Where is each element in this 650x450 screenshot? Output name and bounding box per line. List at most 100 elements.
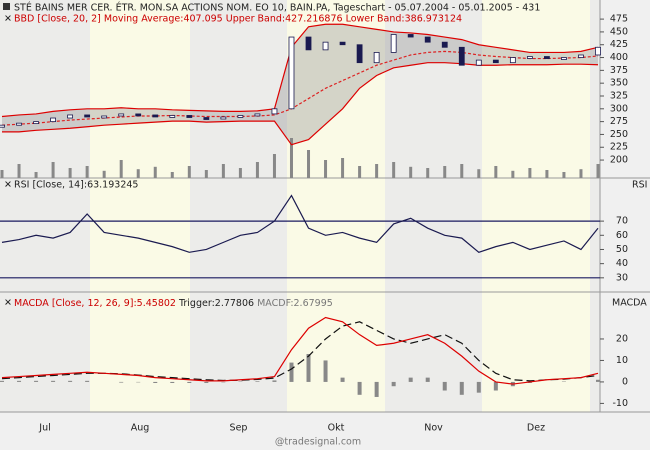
histogram-bar [323, 360, 328, 382]
histogram-bar [306, 354, 311, 382]
icon [3, 3, 10, 10]
candle [152, 114, 159, 118]
volume-bar [85, 166, 89, 178]
candle [458, 46, 465, 66]
x-tick-label: Okt [328, 423, 345, 434]
x-tick-label: Sep [230, 423, 248, 434]
volume-bar [255, 162, 259, 178]
y-tick-label: 200 [610, 155, 628, 166]
macd-line [1, 316, 599, 385]
volume-bar [409, 166, 413, 178]
candle [526, 56, 533, 59]
y-tick-label: 20 [616, 333, 628, 344]
candle [441, 41, 448, 48]
icon: ✕ [4, 298, 12, 309]
volume-bar [443, 166, 447, 178]
rsi-line [1, 194, 599, 253]
histogram-bar [476, 381, 481, 393]
candle [33, 121, 39, 125]
month-band [90, 0, 190, 412]
histogram-bar [289, 362, 294, 382]
histogram-bar [459, 381, 464, 395]
axis-label: RSI [632, 180, 647, 191]
y-tick-label: 10 [616, 355, 628, 366]
indicator-label: RSI [Close, 14]:63.193245 [14, 180, 138, 191]
histogram-bar [493, 381, 498, 391]
candle [118, 113, 125, 117]
y-tick-label: -10 [612, 398, 628, 409]
volume-bar [0, 170, 4, 178]
candle [254, 113, 261, 117]
candle [101, 115, 108, 119]
volume-bar [579, 169, 583, 178]
volume-bar [51, 162, 55, 178]
y-tick-label: 60 [616, 230, 628, 241]
histogram-bar [442, 381, 447, 391]
volume-bar [204, 170, 208, 178]
volume-bar [238, 168, 242, 178]
y-tick-label: 0 [622, 376, 628, 387]
histogram-bar [425, 377, 430, 382]
icon: ✕ [4, 14, 12, 25]
volume-bar [324, 160, 328, 178]
histogram-bar [34, 380, 39, 382]
watermark: @tradesignal.com [275, 437, 361, 448]
indicator-label: BBD [Close, 20, 2] Moving Average:407.09… [14, 14, 462, 25]
candle [169, 115, 176, 118]
y-tick-label: 400 [610, 52, 628, 63]
candle [322, 41, 329, 51]
candle [509, 57, 516, 64]
volume-bar [170, 172, 174, 178]
plot: Jul Aug Sep Okt Nov Dez2002252502753003253503… [0, 14, 628, 434]
histogram-bar [408, 377, 413, 382]
candle [544, 56, 550, 59]
indicator-label: MACDA [Close, 12, 26, 9]:5.45802 Trigger… [14, 298, 333, 309]
histogram-bar [119, 381, 124, 383]
y-tick-label: 300 [610, 103, 628, 114]
y-tick-label: 50 [616, 244, 628, 255]
candle [390, 34, 397, 53]
y-tick-label: 425 [610, 39, 628, 50]
volume-bar [341, 158, 345, 178]
volume-bar [426, 168, 430, 178]
chart-title: STÉ BAINS MER CER. ÉTR. MON.SA ACTIONS N… [14, 2, 540, 14]
histogram-bar [153, 381, 158, 383]
histogram-bar [374, 381, 379, 397]
volume-bar [307, 150, 311, 178]
volume-bar [562, 172, 566, 178]
y-tick-label: 225 [610, 142, 628, 153]
x-tick-label: Nov [424, 423, 443, 434]
y-tick-label: 475 [610, 14, 628, 25]
histogram-bar [68, 380, 73, 382]
volume-bar [477, 169, 481, 178]
candle [186, 115, 193, 118]
indicator-part: MACDF:2.67995 [257, 298, 333, 309]
candle [67, 114, 74, 119]
volume-bar [289, 138, 293, 178]
candle [424, 36, 431, 43]
histogram-bar [170, 381, 175, 383]
histogram-bar [204, 381, 209, 383]
y-tick-label: 325 [610, 90, 628, 101]
candle [237, 115, 244, 118]
y-tick-label: 350 [610, 78, 628, 89]
volume-bar [153, 166, 157, 178]
candle [492, 59, 499, 64]
x-tick-label: Jul [38, 423, 50, 434]
histogram-bar [17, 380, 22, 382]
volume-bar [358, 166, 362, 178]
candle [356, 44, 363, 64]
volume-bar [596, 164, 600, 178]
histogram-bar [51, 380, 56, 382]
band-fill [2, 24, 598, 145]
month-band [482, 0, 590, 412]
candle [220, 116, 227, 120]
candle [339, 41, 346, 46]
month-band [0, 0, 90, 412]
volume-bar [34, 172, 38, 178]
volume-bar [68, 168, 72, 178]
volume-bar [528, 168, 532, 178]
indicator-part: MACDA [Close, 12, 26, 9]:5.45802 [14, 298, 176, 309]
candle [561, 57, 567, 60]
upper-band [1, 23, 599, 118]
